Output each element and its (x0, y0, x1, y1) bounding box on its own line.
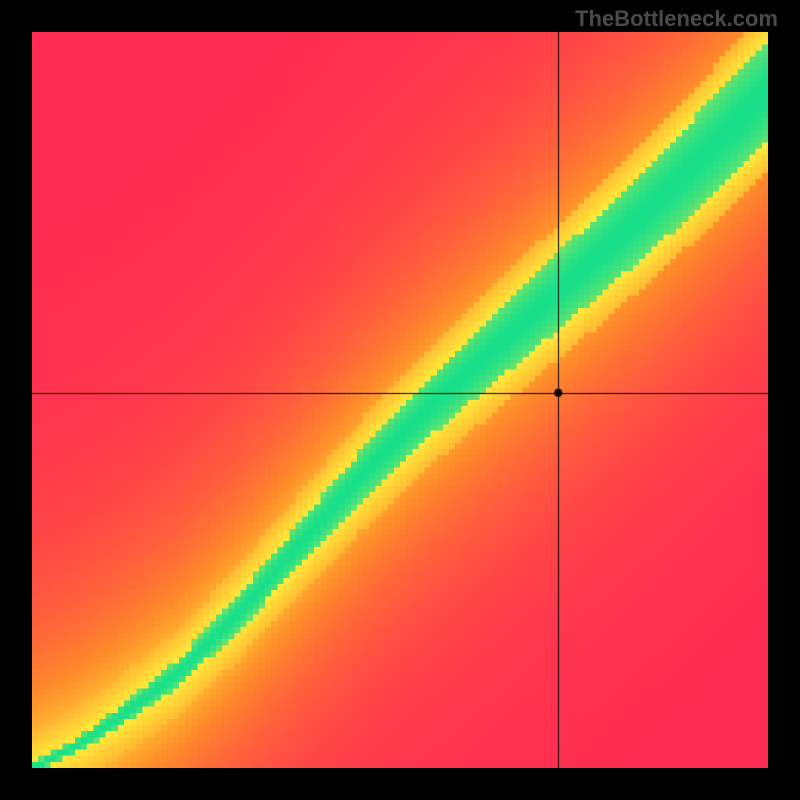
watermark-text: TheBottleneck.com (575, 6, 778, 32)
chart-container: TheBottleneck.com (0, 0, 800, 800)
heatmap-plot (32, 32, 768, 768)
